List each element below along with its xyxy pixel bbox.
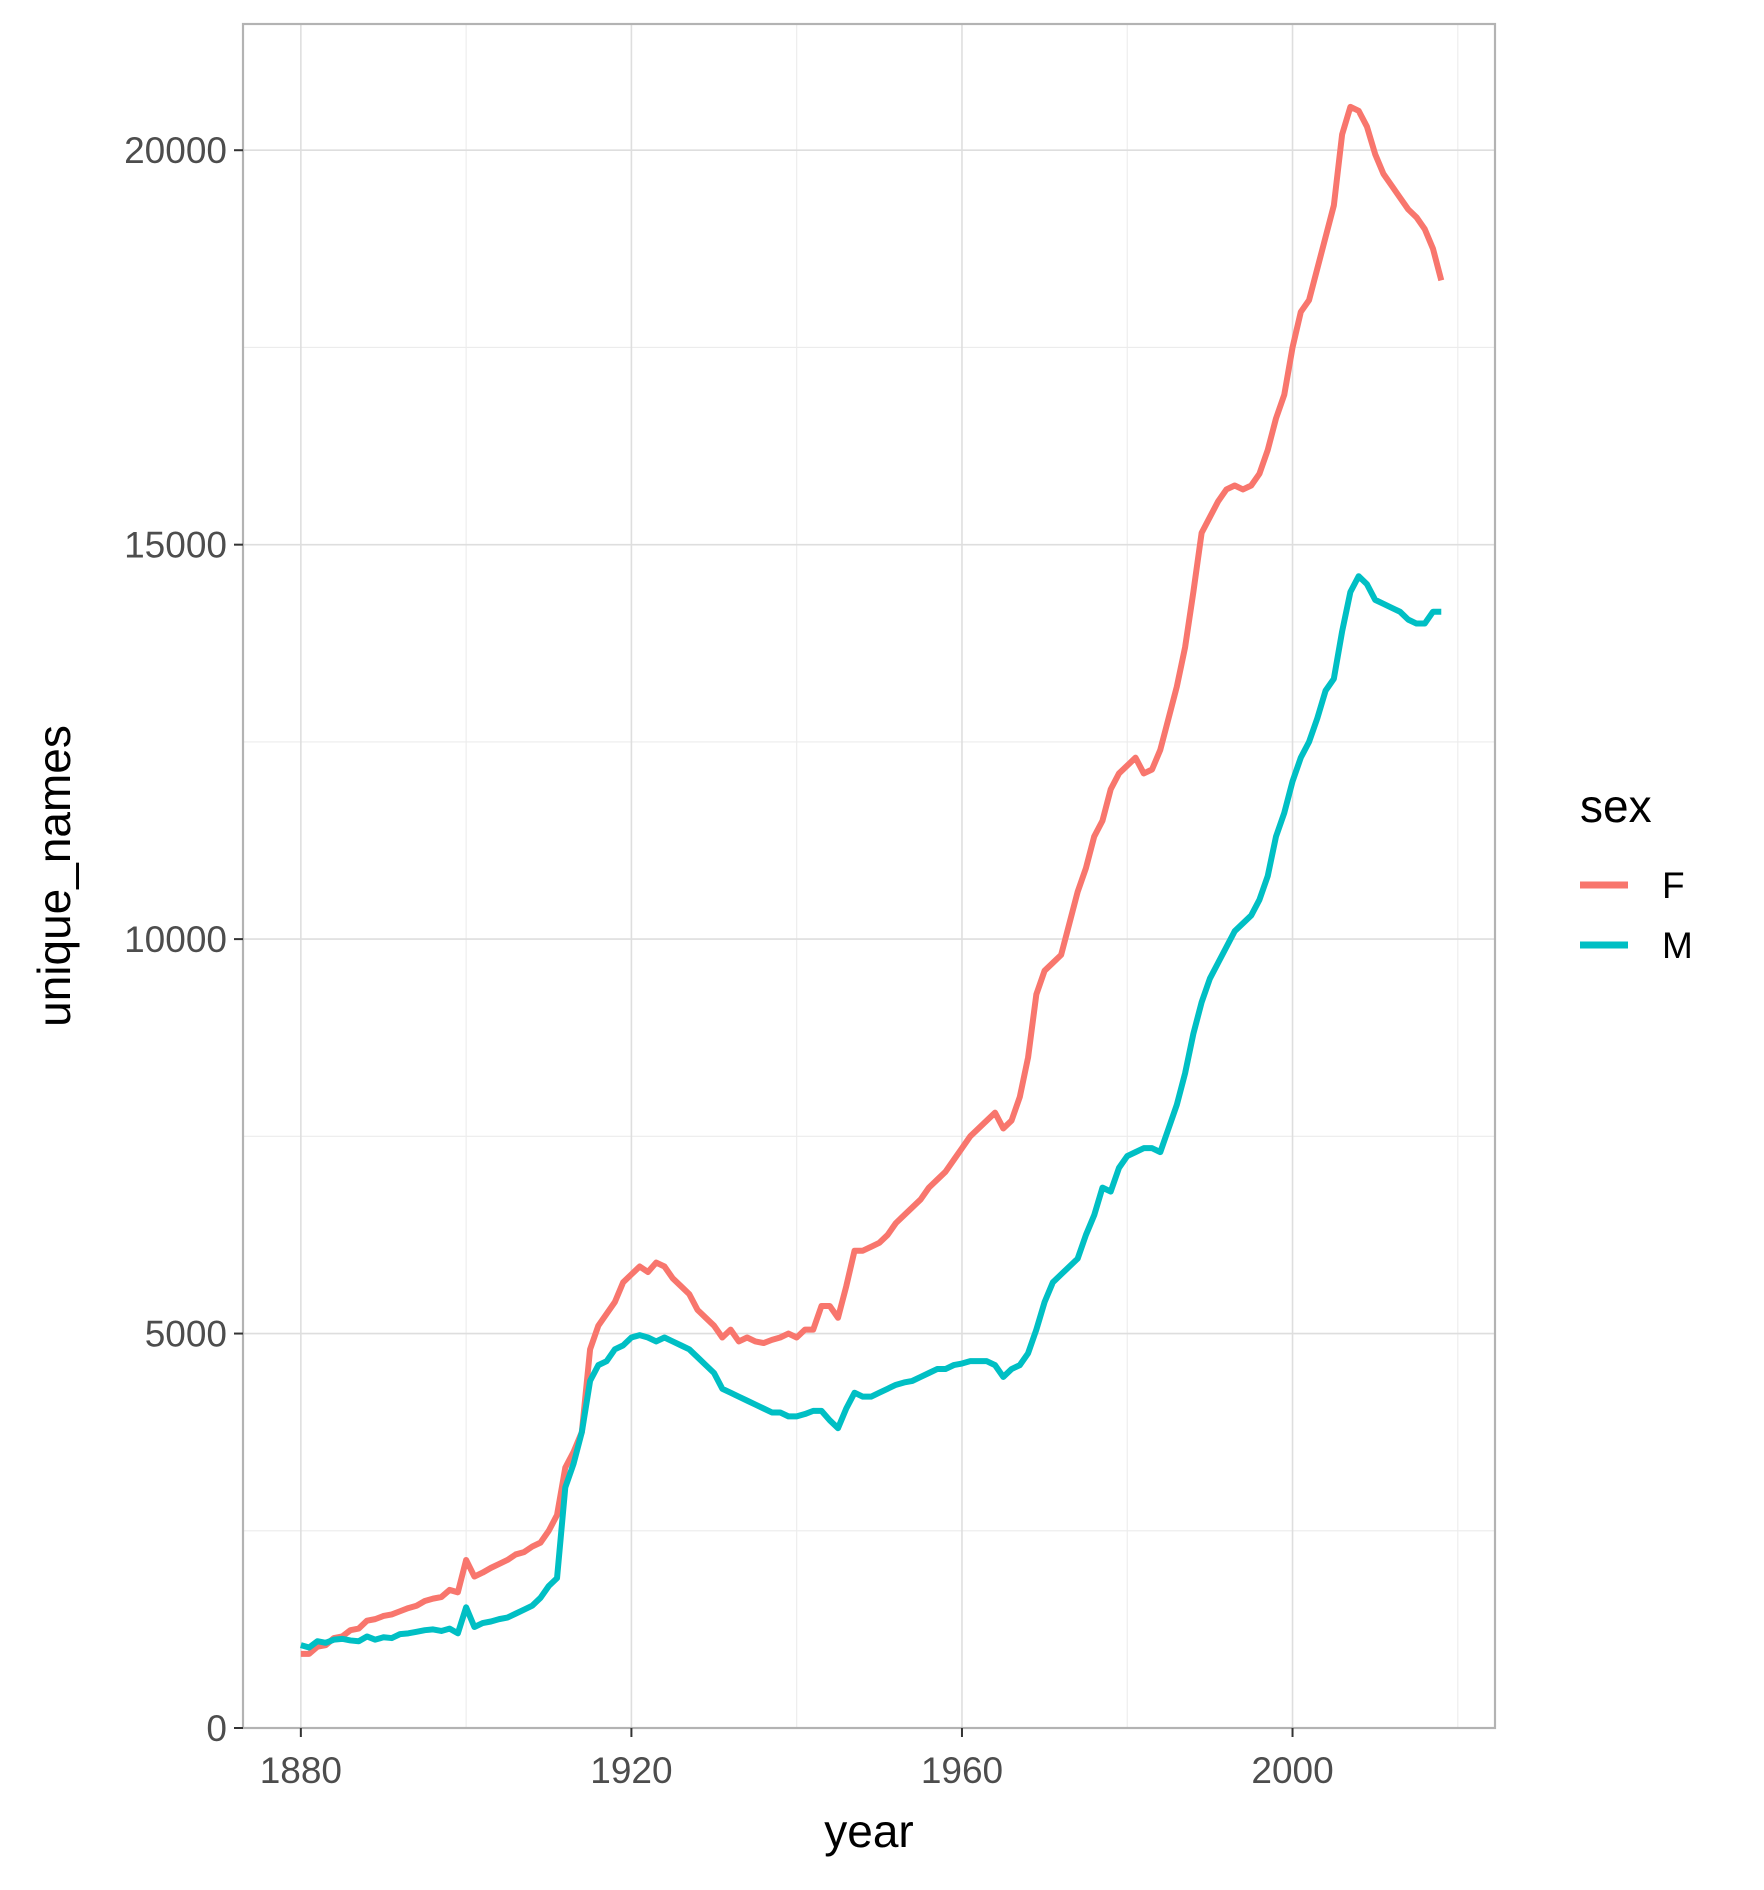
legend: sex FM: [1580, 780, 1693, 966]
plot-border: [241, 22, 1497, 1730]
y-tick-label: 10000: [124, 919, 227, 960]
legend-items: FM: [1580, 865, 1693, 966]
x-tick-label: 1960: [921, 1750, 1003, 1791]
legend-label-m: M: [1662, 925, 1693, 966]
y-tick-label: 5000: [145, 1314, 227, 1355]
y-tick-label: 15000: [124, 525, 227, 566]
x-tick-labels: 1880 1920 1960 2000: [260, 1750, 1334, 1791]
plot-background: [243, 24, 1495, 1728]
x-tick-label: 1920: [590, 1750, 672, 1791]
y-tick-label: 20000: [124, 130, 227, 171]
series-line-m: [300, 573, 1442, 1651]
legend-title: sex: [1580, 780, 1652, 832]
x-axis-title: year: [824, 1805, 913, 1857]
x-tick-label: 2000: [1251, 1750, 1333, 1791]
y-tick-labels: 0 5000 10000 15000 20000: [124, 130, 227, 1749]
y-axis-title: unique_names: [28, 725, 80, 1027]
legend-label-f: F: [1662, 865, 1685, 906]
axis-ticks: [234, 149, 1294, 1737]
series-lines: [300, 103, 1445, 1657]
x-tick-label: 1880: [260, 1750, 342, 1791]
series-line-f: [300, 103, 1445, 1657]
y-tick-label: 0: [206, 1708, 227, 1749]
minor-gridlines: [243, 24, 1495, 1728]
